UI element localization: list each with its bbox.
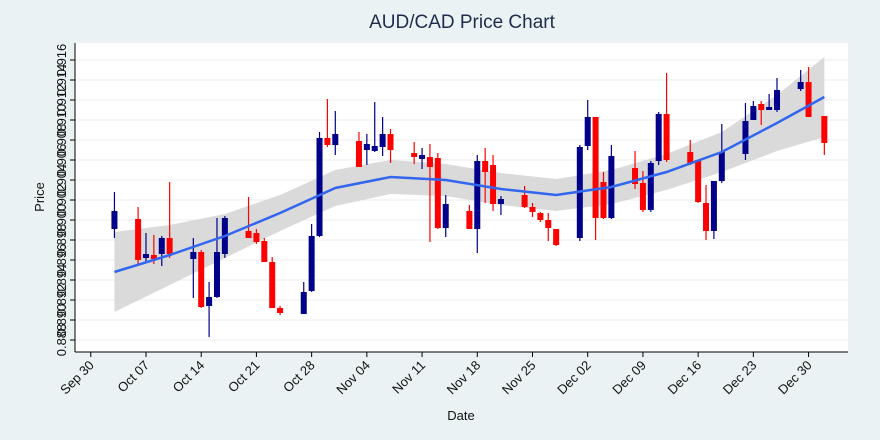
- candle-body: [253, 233, 260, 242]
- y-axis-label: Price: [32, 182, 47, 212]
- candle-body: [655, 114, 662, 161]
- y-tick-label: 0.888: [54, 324, 69, 357]
- chart-title: AUD/CAD Price Chart: [369, 12, 556, 33]
- candle-body: [750, 106, 757, 120]
- y-tick-label: 0.900: [54, 204, 69, 237]
- candle-body: [158, 238, 165, 254]
- candle-body: [742, 121, 749, 154]
- candle-body: [261, 241, 268, 262]
- candle-body: [150, 255, 157, 259]
- candle-body: [213, 252, 220, 297]
- candle-body: [387, 134, 394, 150]
- candle-body: [466, 211, 473, 229]
- candle-body: [647, 163, 654, 210]
- y-tick-label: 0.916: [54, 44, 69, 77]
- candle-body: [419, 155, 426, 159]
- candle-body: [529, 207, 536, 212]
- candle-body: [758, 104, 765, 110]
- candle-body: [111, 211, 118, 229]
- candle-body: [411, 153, 418, 157]
- y-tick-label: 0.914: [54, 64, 69, 97]
- candle-body: [135, 219, 142, 260]
- candle-body: [277, 308, 284, 313]
- candle-body: [584, 117, 591, 146]
- candle-body: [490, 165, 497, 204]
- candle-body: [269, 262, 276, 308]
- y-tick-label: 0.908: [54, 124, 69, 157]
- y-tick-label: 0.892: [54, 284, 69, 317]
- y-tick-label: 0.910: [54, 104, 69, 137]
- candle-body: [308, 236, 315, 291]
- candle-body: [332, 134, 339, 145]
- candle-body: [434, 158, 441, 228]
- candle-body: [537, 213, 544, 220]
- candle-body: [592, 117, 599, 218]
- y-tick-label: 0.896: [54, 244, 69, 277]
- y-tick-label: 0.902: [54, 184, 69, 217]
- candle-body: [355, 141, 362, 167]
- candle-body: [710, 181, 717, 231]
- y-tick-label: 0.890: [54, 304, 69, 337]
- candle-body: [695, 160, 702, 202]
- candle-body: [142, 254, 149, 258]
- candle-body: [703, 203, 710, 231]
- candle-body: [639, 183, 646, 210]
- y-tick-label: 0.898: [54, 224, 69, 257]
- y-tick-label: 0.906: [54, 144, 69, 177]
- candle-body: [797, 82, 804, 89]
- candle-body: [190, 252, 197, 259]
- candle-body: [316, 138, 323, 236]
- candle-body: [245, 231, 252, 238]
- candle-body: [166, 238, 173, 254]
- y-tick-label: 0.894: [54, 264, 69, 297]
- candle-body: [687, 152, 694, 163]
- candle-body: [379, 134, 386, 147]
- candle-body: [497, 199, 504, 204]
- y-tick-label: 0.912: [54, 84, 69, 117]
- candle-body: [545, 220, 552, 228]
- x-axis-label: Date: [447, 408, 474, 423]
- candle-body: [371, 146, 378, 151]
- candle-body: [553, 229, 560, 245]
- candle-body: [774, 90, 781, 110]
- candle-body: [426, 157, 433, 167]
- candle-body: [766, 107, 773, 110]
- candle-body: [474, 161, 481, 229]
- candle-body: [482, 161, 489, 172]
- candle-body: [821, 116, 828, 143]
- candle-body: [521, 195, 528, 207]
- candle-body: [363, 144, 370, 150]
- candle-body: [300, 292, 307, 314]
- candle-body: [442, 204, 449, 228]
- y-tick-label: 0.904: [54, 164, 69, 197]
- candle-body: [718, 152, 725, 181]
- trend-line: [114, 95, 825, 274]
- candle-body: [206, 297, 213, 306]
- candle-body: [600, 182, 607, 218]
- candle-body: [632, 168, 639, 184]
- candle-body: [663, 114, 670, 160]
- candle-body: [324, 138, 331, 145]
- candle-body: [805, 82, 812, 117]
- candle-body: [198, 252, 205, 307]
